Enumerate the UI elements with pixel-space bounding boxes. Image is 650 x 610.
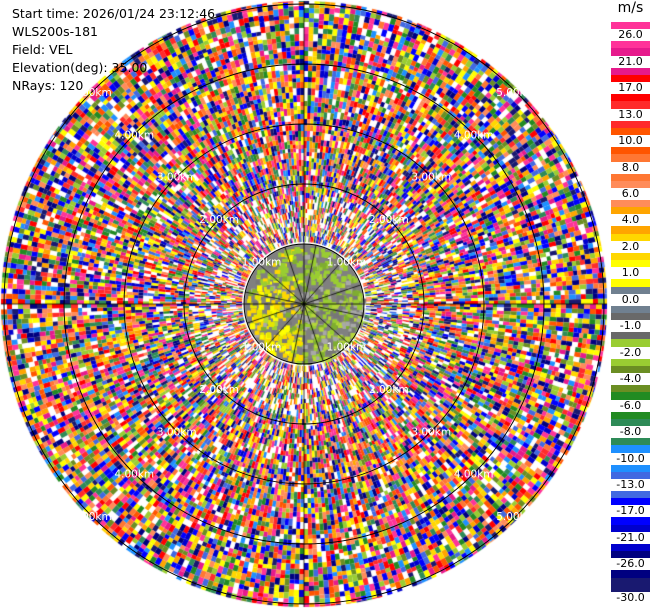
colorbar-tick-label: -1.0 bbox=[611, 320, 650, 333]
colorbar-tick-label: 6.0 bbox=[611, 187, 650, 200]
colorbar-tick-label: 8.0 bbox=[611, 161, 650, 174]
colorbar-tick-label: -8.0 bbox=[611, 426, 650, 439]
colorbar-tick-label: 17.0 bbox=[611, 82, 650, 95]
colorbar-tick-label: 1.0 bbox=[611, 267, 650, 280]
instrument-text: WLS200s-181 bbox=[12, 24, 98, 39]
colorbar-tick-label: 13.0 bbox=[611, 108, 650, 121]
colorbar-tick-label: -21.0 bbox=[611, 531, 650, 544]
colorbar-tick-label: 2.0 bbox=[611, 240, 650, 253]
colorbar-tick-label: 10.0 bbox=[611, 135, 650, 148]
velocity-colorbar: m/s 26.0 21.0 17.0 13.0 10.0 8.0 6.0 4.0 2.0 1.0 0… bbox=[611, 0, 650, 610]
colorbar-scale: 26.0 21.0 17.0 13.0 10.0 8.0 6.0 4.0 2.0 1.0 0.0 -1… bbox=[611, 22, 650, 605]
colorbar-tick-label: -13.0 bbox=[611, 478, 650, 491]
elevation-text: Elevation(deg): 35.00 bbox=[12, 60, 148, 75]
colorbar-tick-label: -4.0 bbox=[611, 373, 650, 386]
colorbar-tick-label: -30.0 bbox=[611, 592, 650, 604]
nrays-text: NRays: 120 bbox=[12, 78, 84, 93]
colorbar-tick-label: -2.0 bbox=[611, 346, 650, 359]
colorbar-tick-label: 26.0 bbox=[611, 29, 650, 42]
colorbar-tick-label: -6.0 bbox=[611, 399, 650, 412]
colorbar-tick-label: 21.0 bbox=[611, 55, 650, 68]
field-text: Field: VEL bbox=[12, 42, 73, 57]
colorbar-tick-label: 0.0 bbox=[611, 293, 650, 306]
colorbar-tick-label: -10.0 bbox=[611, 452, 650, 465]
start-time-text: Start time: 2026/01/24 23:12:46 bbox=[12, 6, 216, 21]
colorbar-tick-label: -26.0 bbox=[611, 558, 650, 571]
colorbar-tick-label: 4.0 bbox=[611, 214, 650, 227]
colorbar-unit-label: m/s bbox=[617, 0, 644, 16]
scan-info: Start time: 2026/01/24 23:12:46 WLS200s-… bbox=[12, 5, 215, 95]
colorbar-tick-label: -17.0 bbox=[611, 505, 650, 518]
